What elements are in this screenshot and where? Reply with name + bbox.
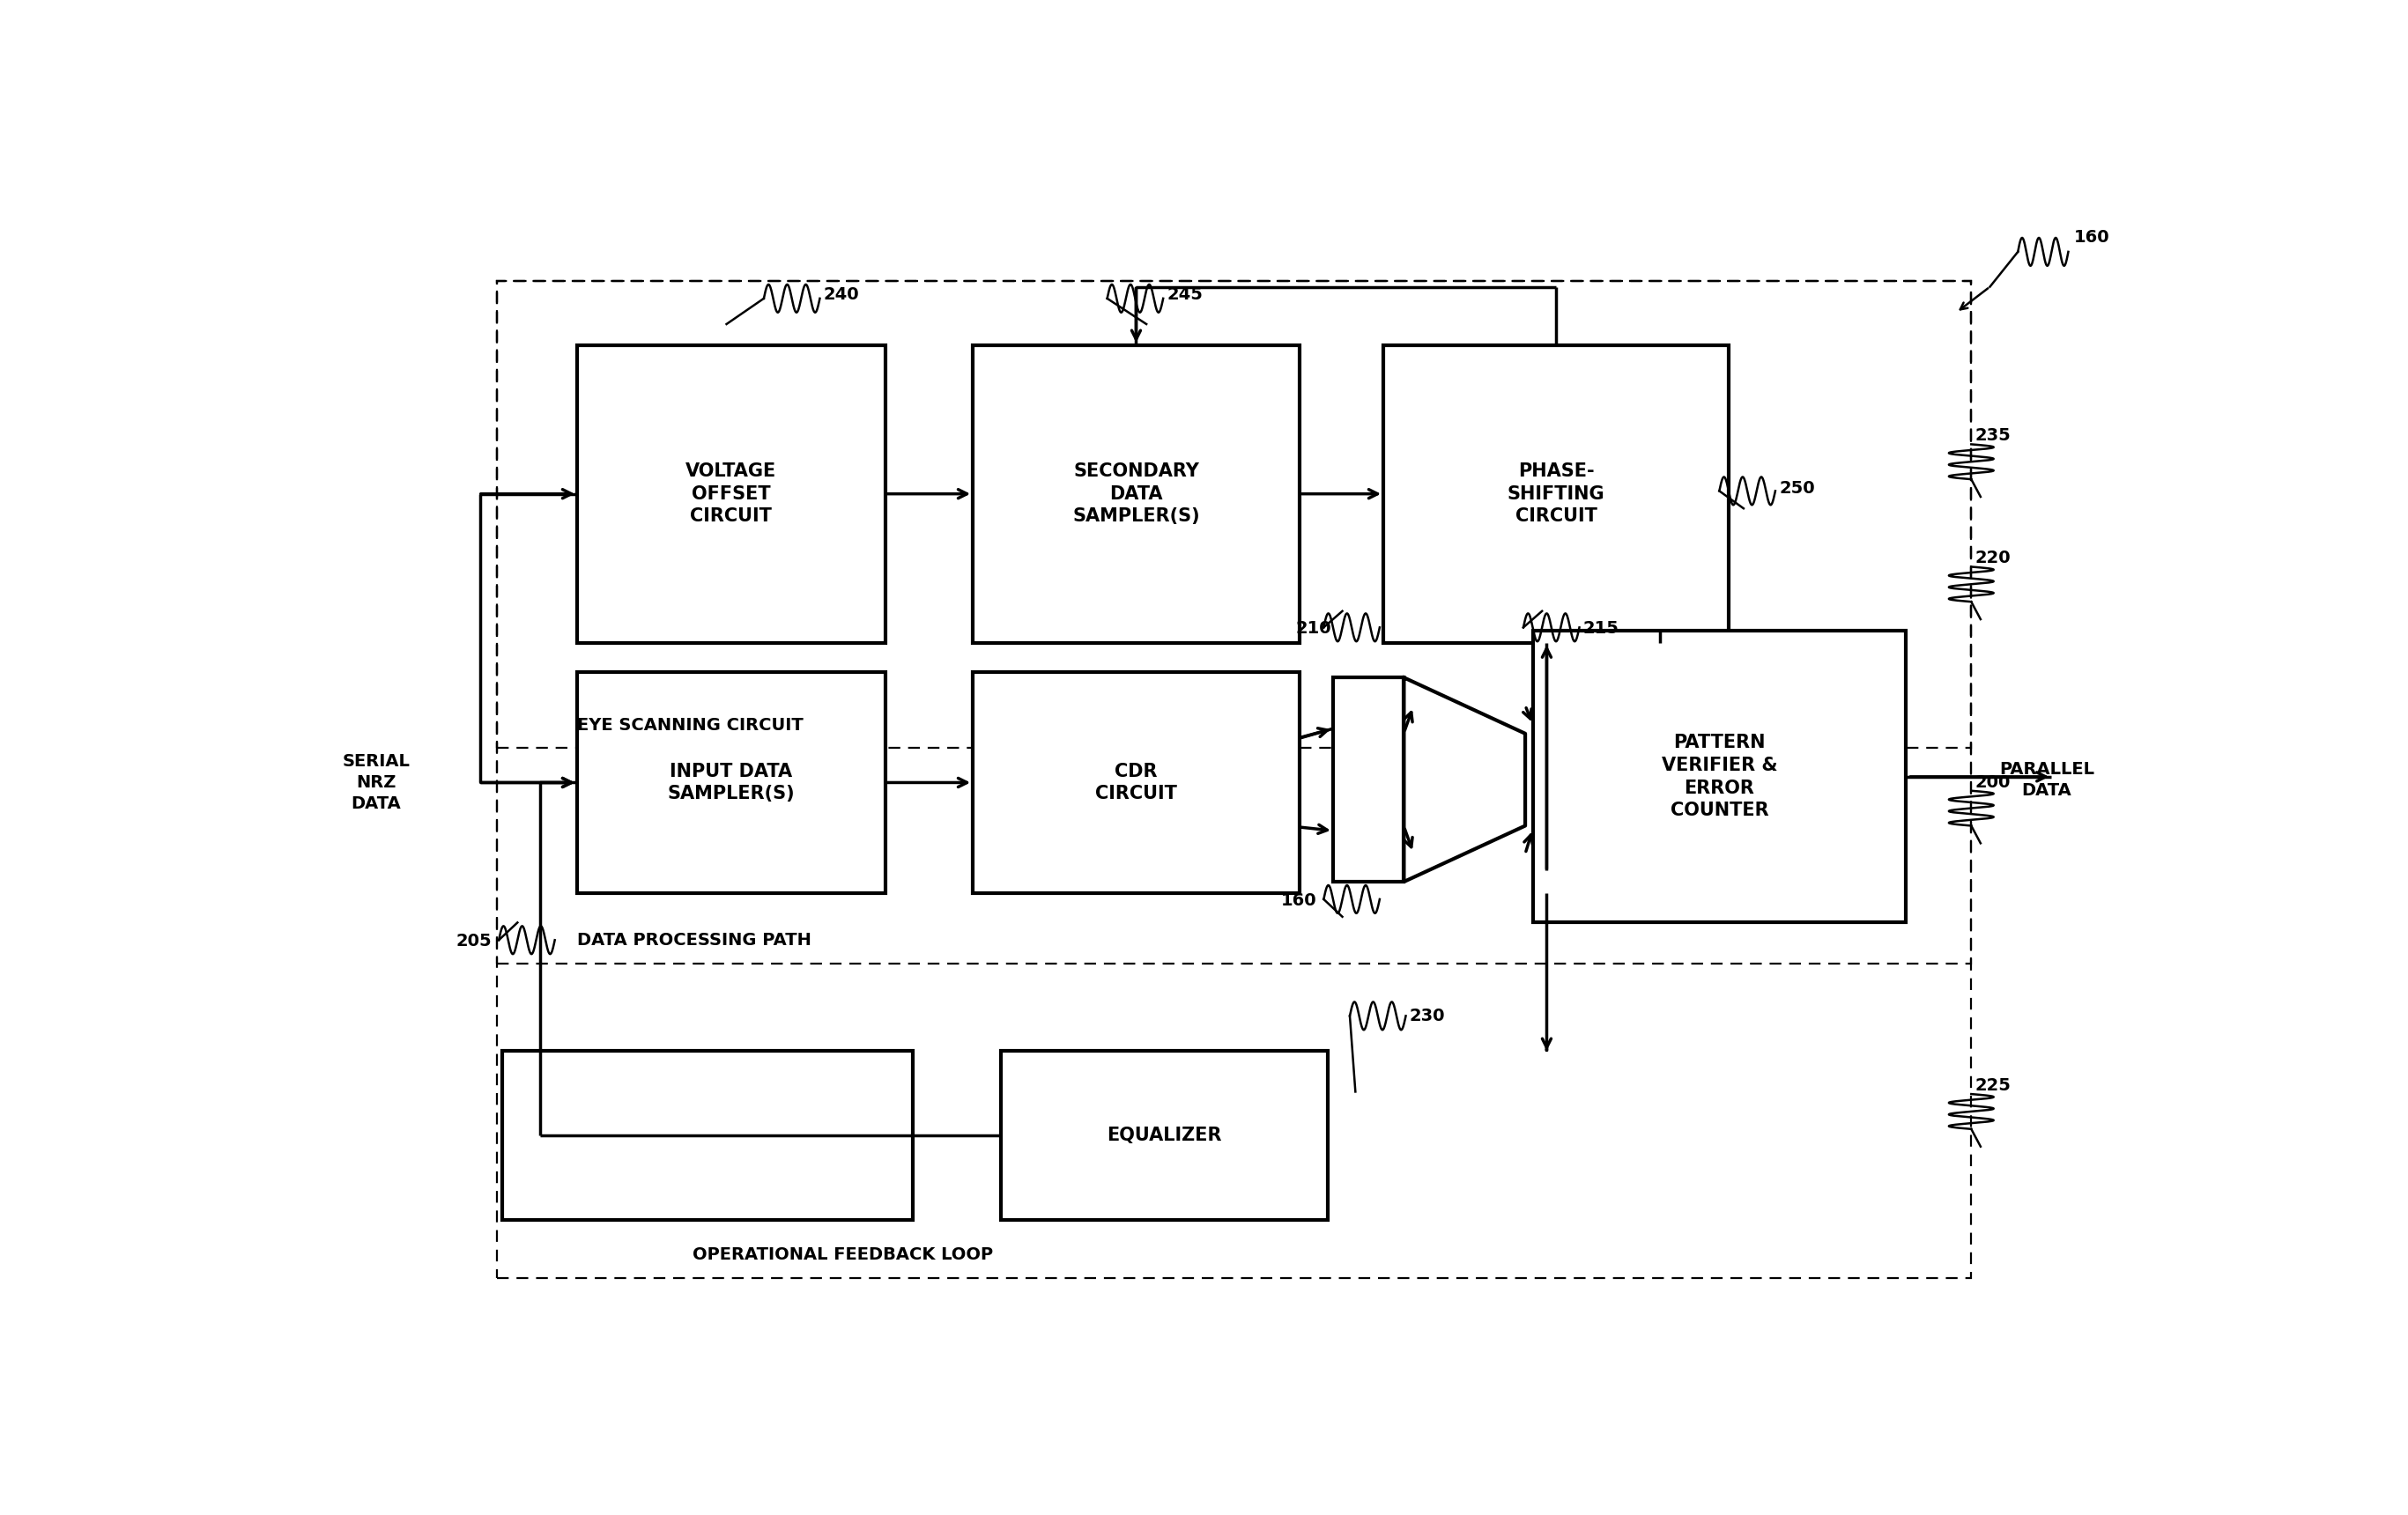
Text: VOLTAGE
OFFSET
CIRCUIT: VOLTAGE OFFSET CIRCUIT [686,462,778,526]
Bar [503,1051,913,1220]
Text: CDR
CIRCUIT: CDR CIRCUIT [1096,762,1178,803]
Bar [496,280,1972,1279]
Text: 160: 160 [2073,229,2109,245]
Text: 215: 215 [1582,620,1618,636]
Text: PHASE-
SHIFTING
CIRCUIT: PHASE- SHIFTING CIRCUIT [1507,462,1604,526]
Text: 240: 240 [824,286,860,303]
Text: PARALLEL
DATA: PARALLEL DATA [1999,761,2095,800]
Bar [1382,345,1729,642]
Polygon shape [1404,677,1524,882]
Text: DATA PROCESSING PATH: DATA PROCESSING PATH [578,932,811,948]
Text: PATTERN
VERIFIER &
ERROR
COUNTER: PATTERN VERIFIER & ERROR COUNTER [1662,735,1777,820]
Bar [1334,677,1404,882]
Bar [1002,1051,1327,1220]
Text: 230: 230 [1409,1007,1445,1024]
Bar [1534,630,1907,923]
Bar [578,671,886,894]
Bar [496,280,1972,964]
Text: 245: 245 [1168,286,1204,303]
Text: 235: 235 [1975,427,2011,444]
Text: 225: 225 [1975,1077,2011,1094]
Text: 220: 220 [1975,550,2011,567]
Text: 210: 210 [1296,620,1332,636]
Text: EQUALIZER: EQUALIZER [1108,1127,1221,1144]
Bar [973,671,1300,894]
Bar [973,345,1300,642]
Text: 250: 250 [1780,480,1816,497]
Text: OPERATIONAL FEEDBACK LOOP: OPERATIONAL FEEDBACK LOOP [694,1247,995,1264]
Bar [496,280,1972,747]
Text: INPUT DATA
SAMPLER(S): INPUT DATA SAMPLER(S) [667,762,795,803]
Text: 160: 160 [1281,892,1317,909]
Text: SECONDARY
DATA
SAMPLER(S): SECONDARY DATA SAMPLER(S) [1072,462,1199,526]
Text: SERIAL
NRZ
DATA: SERIAL NRZ DATA [342,753,409,812]
Bar [578,345,886,642]
Text: 205: 205 [455,933,491,950]
Text: EYE SCANNING CIRCUIT: EYE SCANNING CIRCUIT [578,717,804,733]
Text: 200: 200 [1975,774,2011,791]
